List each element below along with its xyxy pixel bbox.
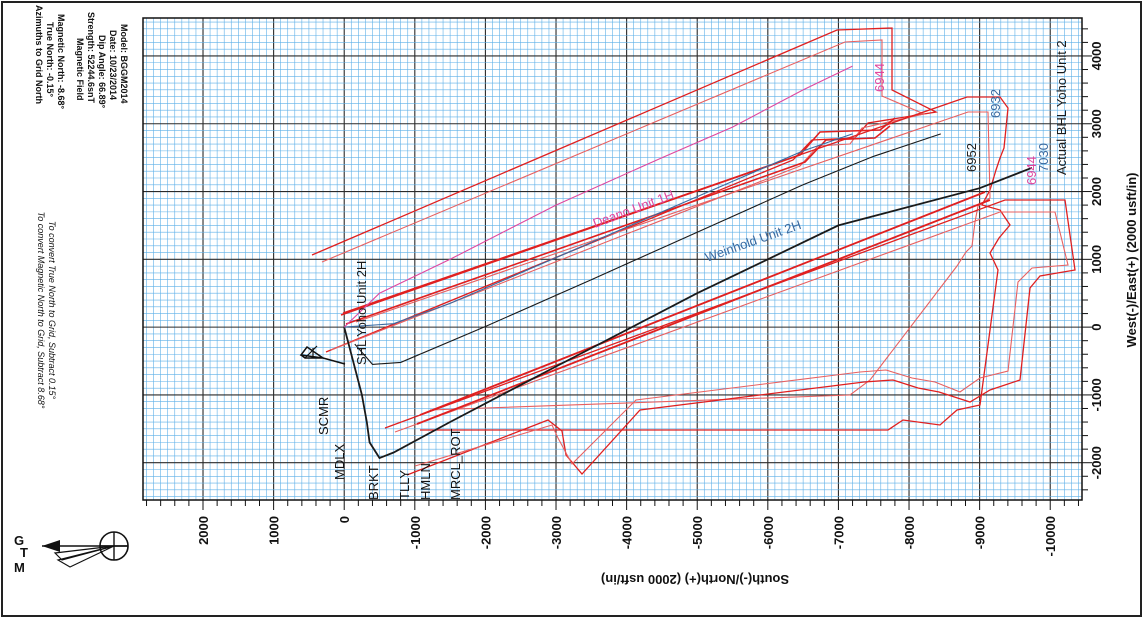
y-tick-label: 0	[1089, 324, 1104, 331]
x-axis-title: South(-)/North(+) (2000 usft/in)	[601, 572, 789, 587]
note-model: Model: BGGM2014	[119, 24, 129, 104]
series-line-4	[354, 133, 941, 365]
well-pad-symbol	[299, 345, 346, 365]
x-tick-label: -3000	[549, 516, 564, 549]
formation-label-tlly: TLLY	[397, 470, 412, 500]
north-arrow-label-g: G	[14, 533, 24, 548]
north-arrow-label-t: T	[20, 545, 28, 560]
x-tick-label: -8000	[902, 516, 917, 549]
y-tick-label: 3000	[1089, 109, 1104, 138]
formation-label-brkt: BRKT	[366, 465, 381, 500]
x-tick-label: -1000	[408, 516, 423, 549]
ticks: 2000 1000 0 -1000 -2000 -3000 -4000 -5000 -6000 -…	[146, 28, 1104, 556]
formation-label-mdlx: MDLX	[332, 444, 347, 480]
lease-id-7030: 7030	[1036, 143, 1051, 172]
formation-label-hmln: HMLN	[418, 463, 433, 500]
bhl-label: Actual BHL Yoho Unit 2	[1054, 40, 1069, 175]
y-tick-label: 1000	[1089, 245, 1104, 274]
y-axis-title: West(-)/East(+) (2000 usft/in)	[1124, 173, 1139, 348]
x-tick-label: -9000	[973, 516, 988, 549]
y-tick-label: 2000	[1089, 177, 1104, 206]
well-label-yoho: SHL Yoho Unit 2H	[354, 261, 369, 365]
x-tick-label: -7000	[831, 516, 846, 549]
x-tick-label: -4000	[620, 516, 635, 549]
series-line-3	[343, 65, 853, 328]
series-line-1	[343, 166, 1033, 460]
lease-id-6944-right: 6944	[1024, 156, 1039, 185]
note-convert-mag: To convert Magnetic North to Grid, Subtr…	[36, 212, 46, 409]
formation-label-mrcl-rot: MRCL_ROT	[448, 428, 463, 500]
north-arrow-label-m: M	[14, 560, 25, 575]
note-mf-title: Magnetic Field	[75, 38, 85, 101]
lease-id-6952: 6952	[964, 143, 979, 172]
x-tick-label: 0	[337, 516, 352, 523]
y-tick-label: -1000	[1089, 378, 1104, 411]
note-true-north: True North: -0.15°	[45, 22, 55, 98]
y-tick-label: 4000	[1089, 42, 1104, 71]
x-tick-label: 2000	[196, 516, 211, 545]
series-line-2	[344, 133, 853, 328]
lease-id-6932: 6932	[988, 89, 1003, 118]
x-tick-label: -5000	[690, 516, 705, 549]
note-strength: Strength: 52244.6snT	[86, 12, 96, 104]
note-convert-true: To convert True North to Grid, Subtract …	[47, 221, 57, 400]
lease-id-6944-top: 6944	[872, 63, 887, 92]
note-date: Date: 10/23/2014	[108, 30, 118, 100]
lease-boundaries	[311, 27, 1076, 476]
y-tick-label: -2000	[1089, 446, 1104, 479]
x-tick-label: -2000	[478, 516, 493, 549]
plot-area-border	[142, 17, 1083, 501]
note-az-title: Azimuths to Grid North	[34, 5, 44, 104]
note-mag-north: Magnetic North: -8.68°	[56, 14, 66, 110]
north-arrow-icon: G T M	[14, 531, 129, 575]
formation-label-scmr: SCMR	[316, 397, 331, 435]
series-lines	[343, 65, 1033, 460]
x-tick-label: 1000	[267, 516, 282, 545]
grid	[143, 18, 1082, 500]
note-dip: Dip Angle: 66.89°	[97, 35, 107, 109]
x-tick-label: -6000	[761, 516, 776, 549]
x-tick-label: -10000	[1043, 516, 1058, 556]
